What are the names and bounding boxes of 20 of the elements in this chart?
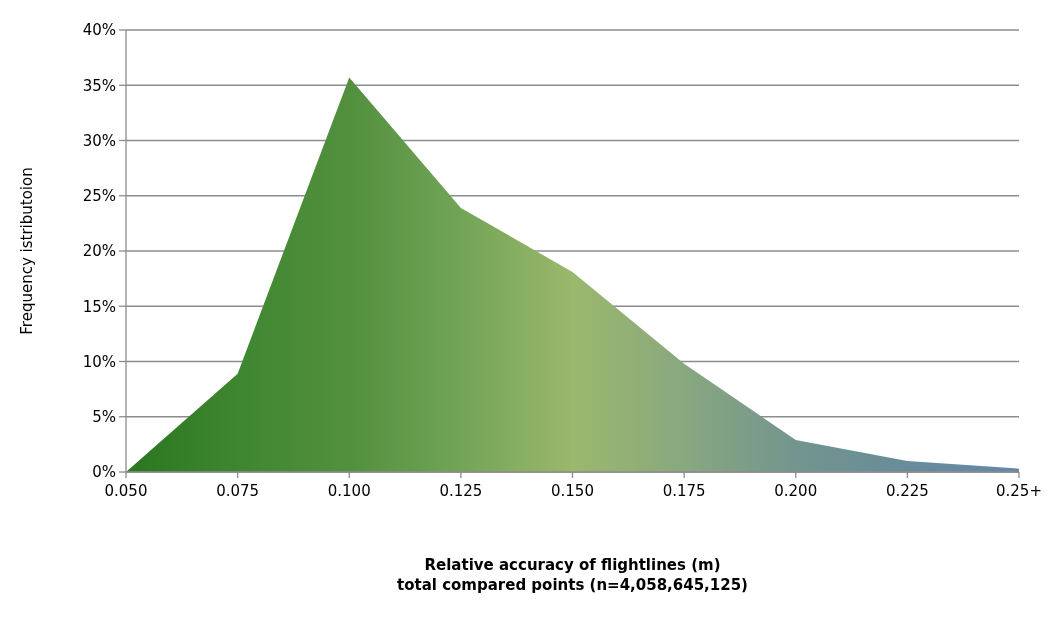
x-tick-label: 0.200 xyxy=(774,482,818,500)
x-tick-label: 0.150 xyxy=(551,482,594,500)
y-tick-label: 0% xyxy=(92,463,116,482)
x-tick-label: 0.175 xyxy=(662,482,706,500)
x-tick-label: 0.225 xyxy=(885,482,929,500)
y-tick-label: 40% xyxy=(82,21,116,40)
y-tick-label: 20% xyxy=(82,242,116,261)
y-tick-label: 10% xyxy=(82,352,116,371)
y-tick-label: 15% xyxy=(82,297,116,316)
y-tick-label: 5% xyxy=(92,408,116,426)
y-tick-label: 35% xyxy=(82,76,116,95)
y-axis-title: Frequency istributoion xyxy=(18,167,36,335)
x-tick-label: 0.100 xyxy=(327,482,371,500)
x-tick-label: 0.075 xyxy=(216,482,260,500)
y-tick-label: 25% xyxy=(82,187,116,205)
x-tick-label: 0.25+ xyxy=(996,482,1042,500)
x-axis-title: Relative accuracy of flightlines (m) total compared points (n=4,058,645,125) xyxy=(397,556,748,594)
x-tick-label: 0.050 xyxy=(104,482,148,500)
y-tick-label: 30% xyxy=(82,131,116,150)
x-tick-label: 0.125 xyxy=(439,482,483,500)
